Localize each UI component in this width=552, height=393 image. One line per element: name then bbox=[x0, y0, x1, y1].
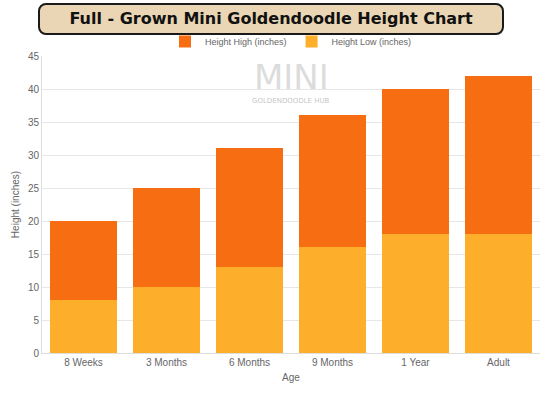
svg-text:25: 25 bbox=[28, 183, 40, 194]
svg-text:0: 0 bbox=[33, 348, 39, 359]
svg-text:1 Year: 1 Year bbox=[401, 357, 430, 368]
svg-text:35: 35 bbox=[28, 117, 40, 128]
html-text:Full - Grown Mini Goldendoodle: Full - Grown Mini Goldendoodle Height Ch… bbox=[69, 9, 473, 28]
svg-text:20: 20 bbox=[28, 216, 40, 227]
svg-text:10: 10 bbox=[28, 282, 40, 293]
svg-text:Adult: Adult bbox=[487, 357, 510, 368]
svg-text:Age: Age bbox=[282, 372, 300, 383]
svg-text:6 Months: 6 Months bbox=[229, 357, 270, 368]
svg-text:30: 30 bbox=[28, 150, 40, 161]
svg-text:Height High (inches): Height High (inches) bbox=[205, 37, 287, 47]
svg-text:8 Weeks: 8 Weeks bbox=[64, 357, 103, 368]
svg-text:Height (inches): Height (inches) bbox=[10, 171, 21, 238]
svg-text:Height Low (inches): Height Low (inches) bbox=[332, 37, 412, 47]
svg-text:GOLDENDOODLE HUB: GOLDENDOODLE HUB bbox=[252, 97, 330, 105]
svg-text:3 Months: 3 Months bbox=[146, 357, 187, 368]
svg-text:45: 45 bbox=[28, 51, 40, 62]
svg-text:9 Months: 9 Months bbox=[312, 357, 353, 368]
svg-text:MINI: MINI bbox=[254, 57, 329, 97]
svg-text:15: 15 bbox=[28, 249, 40, 260]
svg-text:5: 5 bbox=[33, 315, 39, 326]
svg-text:40: 40 bbox=[28, 84, 40, 95]
